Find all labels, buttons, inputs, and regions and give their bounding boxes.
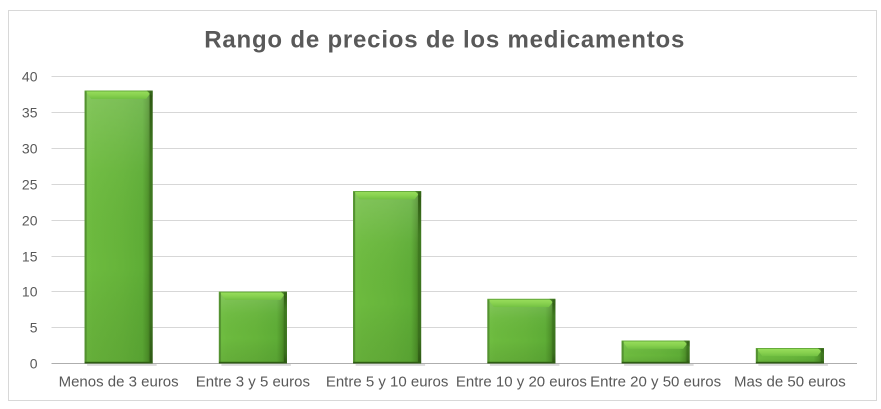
svg-text:20: 20 [22,213,38,229]
svg-text:Rango de precios de los medica: Rango de precios de los medicamentos [204,27,685,54]
svg-text:35: 35 [22,105,38,121]
svg-text:5: 5 [30,320,38,336]
svg-text:15: 15 [22,249,38,265]
svg-text:25: 25 [22,177,38,193]
svg-text:10: 10 [22,284,38,300]
svg-text:Menos de 3 euros: Menos de 3 euros [59,374,179,391]
svg-text:40: 40 [22,69,38,85]
svg-text:Mas de 50 euros: Mas de 50 euros [734,374,846,391]
svg-text:30: 30 [22,141,38,157]
svg-text:Entre 3 y 5 euros: Entre 3 y 5 euros [196,374,310,391]
svg-text:Entre 5 y 10 euros: Entre 5 y 10 euros [326,374,449,391]
svg-text:0: 0 [30,356,38,372]
svg-text:Entre 20 y 50 euros: Entre 20 y 50 euros [590,374,721,391]
svg-text:Entre 10 y 20 euros: Entre 10 y 20 euros [456,374,587,391]
